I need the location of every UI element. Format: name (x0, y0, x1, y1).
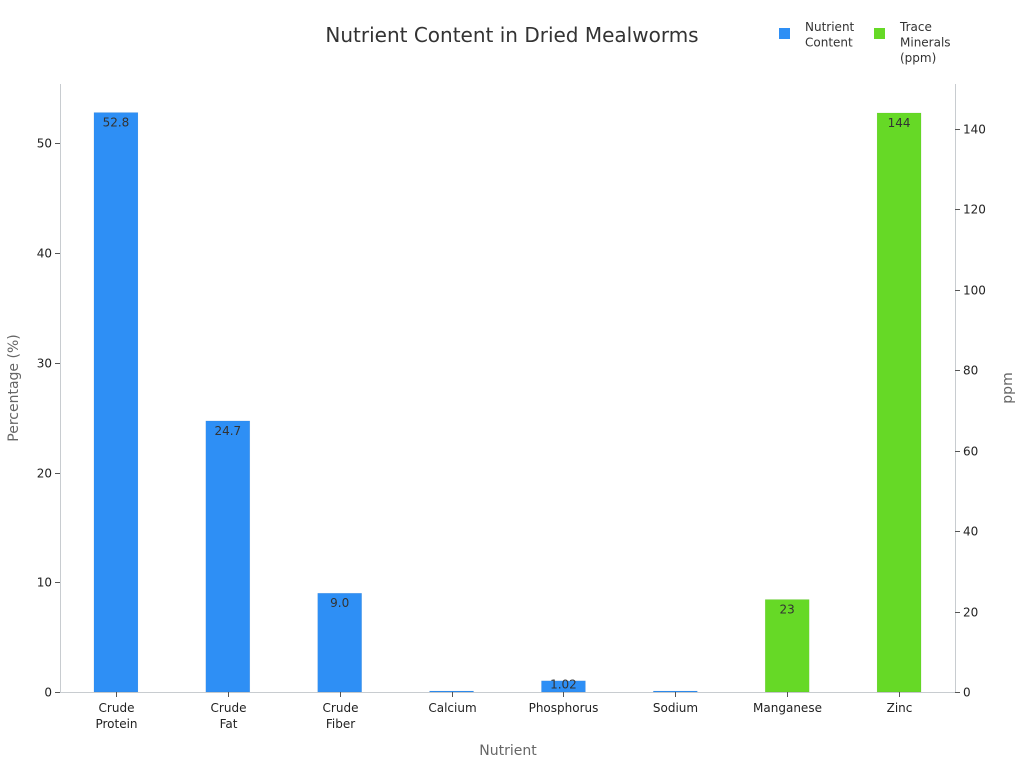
legend: Nutrient Content Trace Minerals (ppm) (779, 20, 951, 65)
bar-nutrient-content (317, 592, 362, 693)
y-tick-label: 40 (37, 247, 52, 261)
bar-nutrient-content (93, 112, 139, 693)
bar-trace-minerals (876, 112, 922, 693)
bar-trace-minerals (764, 599, 810, 693)
legend-swatch (779, 28, 790, 39)
x-axis-title: Nutrient (479, 743, 537, 759)
y2-axis-ticks: 0 20 40 60 80 100 120 140 (955, 123, 986, 700)
x-tick-label: Manganese (753, 701, 822, 715)
bar-nutrient-content (205, 420, 251, 693)
bar-value-label: 23 (780, 603, 795, 617)
legend-label: Nutrient Content (805, 20, 855, 50)
y2-tick-label: 80 (963, 364, 978, 378)
bar-value-label: 52.8 (103, 116, 130, 130)
x-tick-label: Sodium (653, 701, 698, 715)
y2-tick-label: 40 (963, 525, 978, 539)
bar-value-label: 1.02 (550, 677, 577, 691)
y-tick-label: 50 (37, 137, 52, 151)
y2-tick-label: 140 (963, 123, 986, 137)
bar-nutrient-content (653, 690, 698, 693)
legend-swatch (874, 28, 885, 39)
y-tick-label: 0 (44, 686, 52, 700)
x-tick-label: Calcium (428, 701, 476, 715)
bar-nutrient-content (429, 690, 474, 693)
y2-axis-title: ppm (1000, 372, 1016, 403)
bar-value-label: 24.7 (214, 424, 241, 438)
chart-title: Nutrient Content in Dried Mealworms (325, 23, 698, 47)
bar-value-label: 144 (888, 116, 911, 130)
x-tick-label: Zinc (887, 701, 913, 715)
y-tick-label: 20 (37, 467, 52, 481)
x-tick-label: Phosphorus (529, 701, 599, 715)
y-tick-label: 10 (37, 576, 52, 590)
bars: 52.8 24.7 9.0 1.02 23 144 (93, 112, 922, 693)
bar-value-label: 9.0 (330, 596, 349, 610)
legend-label: Trace Minerals (ppm) (899, 20, 951, 65)
x-tick-label: Crude Protein (95, 701, 137, 731)
y-tick-label: 30 (37, 357, 52, 371)
y2-tick-label: 60 (963, 445, 978, 459)
y2-tick-label: 0 (963, 686, 971, 700)
axes (60, 84, 956, 693)
bar-nutrient-content (541, 680, 586, 693)
x-axis-ticks: Crude Protein Crude Fat Crude Fiber Calcium Pho… (95, 692, 912, 731)
y-axis-title: Percentage (%) (6, 334, 22, 441)
x-tick-label: Crude Fat (211, 701, 247, 731)
y2-tick-label: 20 (963, 606, 978, 620)
x-tick-label: Crude Fiber (323, 701, 359, 731)
y2-tick-label: 100 (963, 284, 986, 298)
y-axis-ticks: 0 10 20 30 40 50 (37, 137, 60, 700)
y2-tick-label: 120 (963, 203, 986, 217)
